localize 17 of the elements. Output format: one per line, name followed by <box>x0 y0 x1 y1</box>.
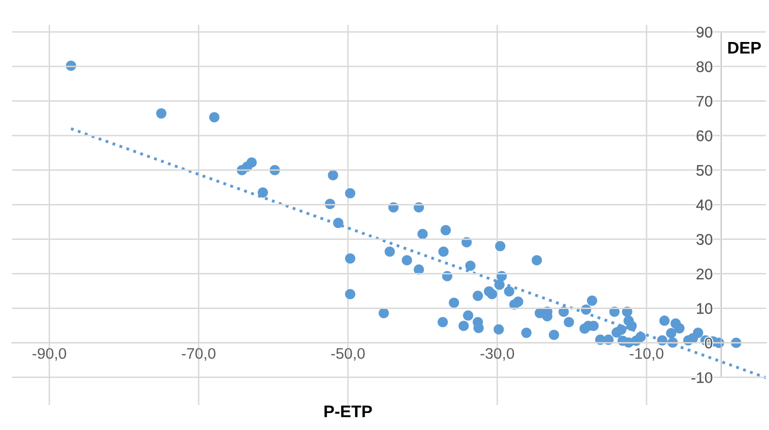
y-tick-label: 90 <box>696 26 712 38</box>
y-tick-label: 60 <box>696 130 712 142</box>
y-tick-label: 50 <box>696 164 712 176</box>
y-tick-label: 10 <box>697 303 712 314</box>
x-tick-label: -10,0 <box>630 348 664 361</box>
y-tick-label: 70 <box>696 96 712 107</box>
y-tick-label: 30 <box>696 234 712 245</box>
x-tick-label: -30,0 <box>480 348 514 361</box>
x-tick-label: -70,0 <box>182 348 216 361</box>
y-tick-label: 80 <box>696 61 712 72</box>
y-axis-title: DEP <box>728 42 761 54</box>
x-axis-title: P-ETP <box>324 406 372 418</box>
y-tick-label: 40 <box>696 200 712 210</box>
y-tick-label: 20 <box>696 268 712 280</box>
y-tick-label: -10 <box>691 372 712 384</box>
x-tick-label: -90,0 <box>32 348 66 361</box>
x-tick-label: -50,0 <box>331 348 365 361</box>
